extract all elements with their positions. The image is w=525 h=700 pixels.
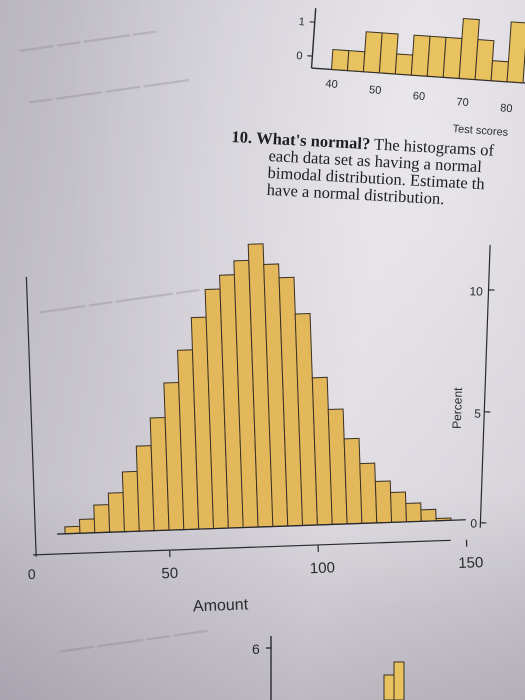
top-histogram: 40 50 60 70 80 0 1 Test scores [296, 8, 525, 139]
main-x-axis [33, 539, 451, 556]
top-x-tick-label: 80 [500, 102, 513, 115]
question-number: 10. [231, 127, 253, 148]
right-y-axis [479, 244, 491, 528]
bottom-bar [383, 674, 395, 700]
bottom-bar [393, 661, 405, 700]
main-x-axis-label: Amount [193, 596, 249, 615]
top-histogram-bar [394, 53, 414, 76]
top-x-tick-label: 40 [325, 78, 338, 91]
right-y-tick-5: 5 [474, 406, 481, 420]
main-x-tick-label: 50 [161, 565, 178, 583]
top-x-tick-label: 60 [412, 90, 425, 103]
histogram-bar [107, 492, 126, 533]
main-histogram: 50 100 150 Amount 0 [25, 243, 484, 615]
histogram-bar [64, 525, 81, 535]
top-histogram-bar [490, 60, 509, 83]
histogram-bar [121, 470, 140, 533]
histogram-bar [359, 462, 378, 524]
bottom-y-tick-6: 6 [252, 641, 260, 657]
top-histogram-bar [346, 50, 366, 73]
top-x-axis-label: Test scores [452, 123, 509, 139]
left-edge-tick-0: 0 [27, 566, 36, 582]
main-x-tick-label: 100 [310, 559, 336, 577]
right-y-tick-0: 0 [470, 516, 477, 530]
bottom-histogram: 6 [252, 636, 405, 700]
histogram-bar [420, 508, 437, 522]
main-x-tick-label: 150 [458, 554, 484, 572]
histogram-bar [93, 504, 111, 534]
top-y-tick-label: 0 [296, 50, 303, 62]
right-histogram: 10 5 0 Percent [450, 244, 495, 531]
right-y-tick-10: 10 [469, 284, 483, 298]
main-bar-baseline [57, 519, 466, 535]
top-histogram-bar [506, 21, 525, 84]
histogram-bar [343, 437, 363, 525]
top-y-tick-label: 1 [298, 16, 305, 28]
top-x-tick-label: 70 [456, 96, 469, 109]
histogram-bar [390, 491, 407, 523]
top-x-tick-label: 50 [369, 84, 382, 97]
histogram-bar [374, 480, 393, 524]
histogram-bar [405, 502, 422, 523]
histogram-bar [78, 518, 96, 534]
right-y-axis-label: Percent [450, 387, 465, 429]
top-y-axis [310, 8, 317, 69]
top-histogram-bar [330, 48, 350, 72]
main-left-frame [25, 276, 37, 557]
